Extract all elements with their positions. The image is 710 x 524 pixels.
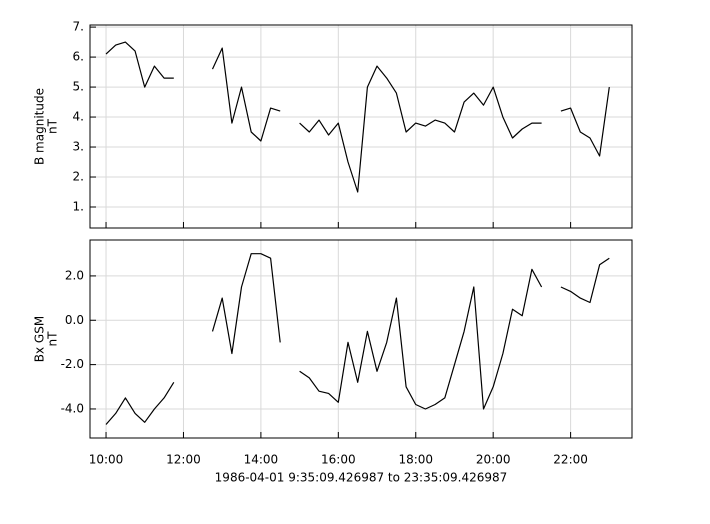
plot-frame — [89, 24, 633, 229]
x-tick-label: 10:00 — [89, 453, 124, 467]
x-tick-label: 14:00 — [244, 453, 279, 467]
y-tick-label: 5. — [73, 80, 84, 94]
y-axis-label: Bx GSM — [33, 316, 47, 362]
y-tick-label: -4.0 — [61, 401, 84, 415]
x-tick-label: 16:00 — [321, 453, 356, 467]
y-tick-label: 0.0 — [65, 313, 84, 327]
x-tick-label: 12:00 — [166, 453, 201, 467]
y-tick-label: 4. — [73, 110, 84, 124]
x-tick-label: 18:00 — [398, 453, 433, 467]
y-tick-label: 2. — [73, 170, 84, 184]
plot-frame — [89, 239, 633, 439]
x-axis-label: 1986-04-01 9:35:09.426987 to 23:35:09.42… — [215, 471, 508, 485]
y-tick-label: 1. — [73, 200, 84, 214]
y-tick-label: 7. — [73, 20, 84, 34]
y-tick-label: 6. — [73, 50, 84, 64]
y-axis-units: nT — [46, 118, 60, 134]
x-tick-label: 22:00 — [553, 453, 588, 467]
y-tick-label: 3. — [73, 140, 84, 154]
y-axis-units: nT — [46, 331, 60, 347]
data-line — [106, 254, 629, 425]
y-axis-label: B magnitude — [33, 88, 47, 165]
y-tick-label: -2.0 — [61, 357, 84, 371]
x-tick-label: 20:00 — [476, 453, 511, 467]
y-tick-label: 2.0 — [65, 268, 84, 282]
